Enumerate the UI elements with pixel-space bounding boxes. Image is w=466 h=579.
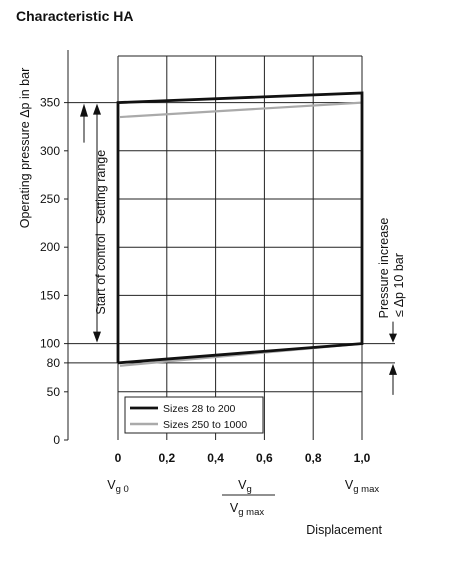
right-arrow-up-head xyxy=(389,363,397,375)
y-axis-title: Operating pressure Δp in bar xyxy=(18,68,32,229)
start-of-control-label: Start of control xyxy=(94,233,108,314)
pressure-increase-label: Pressure increase xyxy=(377,218,391,319)
axes: 0 50 80 100 150 200 250 300 350 0 0,2 0,4 0,6 0,8 1,0 O… xyxy=(18,50,383,537)
x-tick-label: 0 xyxy=(115,451,122,465)
legend: Sizes 28 to 200 Sizes 250 to 1000 xyxy=(124,396,264,434)
x-tick-label: 1,0 xyxy=(354,451,371,465)
y-tick-label: 50 xyxy=(47,385,61,399)
y-tick-label: 300 xyxy=(40,144,60,158)
arrow-head-up xyxy=(93,103,101,115)
x-tick-label: 0,4 xyxy=(207,451,224,465)
series xyxy=(116,91,364,367)
x-tick-label: 0,2 xyxy=(158,451,175,465)
y-tick-label: 0 xyxy=(53,433,60,447)
y-tick-label: 200 xyxy=(40,240,60,254)
y-tick-label: 350 xyxy=(40,96,60,110)
page-title: Characteristic HA xyxy=(16,8,134,24)
right-arrow-down-head xyxy=(389,333,397,343)
y-tick-label: 250 xyxy=(40,192,60,206)
legend-box xyxy=(124,396,264,434)
arrow-head-down xyxy=(93,331,101,343)
x-label-vgmax: Vg max xyxy=(345,478,379,495)
x-label-ratio-num: Vg xyxy=(238,478,252,495)
x-label-vg0: Vg 0 xyxy=(107,478,129,495)
x-tick-label: 0,6 xyxy=(256,451,273,465)
legend-label-gray: Sizes 250 to 1000 xyxy=(163,419,247,431)
x-label-ratio-den: Vg max xyxy=(230,501,264,518)
left-arrow-head xyxy=(80,103,88,117)
y-tick-label: 150 xyxy=(40,288,60,302)
x-axis-title: Displacement xyxy=(306,523,382,537)
y-tick-label: 100 xyxy=(40,337,60,351)
grid xyxy=(68,55,395,440)
y-tick-label: 80 xyxy=(47,356,61,370)
series-gray-upper xyxy=(119,101,363,119)
series-black xyxy=(116,91,364,365)
annotations: Setting range Start of control Pressure in… xyxy=(80,103,406,395)
setting-range-label: Setting range xyxy=(94,150,108,224)
pressure-increase-value: ≤ Δp 10 bar xyxy=(392,253,406,317)
legend-label-black: Sizes 28 to 200 xyxy=(163,403,236,415)
x-tick-label: 0,8 xyxy=(305,451,322,465)
